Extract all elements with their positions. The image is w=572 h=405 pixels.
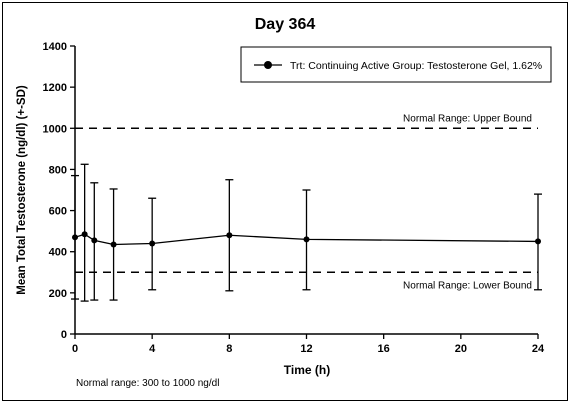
y-tick-label: 600	[49, 206, 67, 218]
axes: 0 200 400 600 800 1000 1200 1400 0 4 8 12 16 20 24	[43, 41, 545, 355]
legend: Trt: Continuing Active Group: Testostero…	[240, 46, 552, 83]
legend-marker	[264, 61, 272, 69]
data-point	[91, 237, 98, 244]
legend-label: Trt: Continuing Active Group: Testostero…	[290, 60, 542, 72]
x-tick-label: 12	[300, 343, 312, 355]
x-tick-label: 0	[72, 343, 78, 355]
x-tick-label: 20	[455, 343, 467, 355]
series-layer	[71, 163, 542, 302]
y-tick-label: 800	[49, 164, 67, 176]
data-point	[226, 232, 233, 239]
footnote: Normal range: 300 to 1000 ng/dl	[76, 378, 219, 389]
y-tick-label: 400	[49, 247, 67, 259]
y-axis-label: Mean Total Testosterone (ng/dl) (+-SD)	[16, 85, 28, 295]
y-tick-label: 200	[49, 288, 67, 300]
reference-line-label: Normal Range: Upper Bound	[403, 113, 532, 124]
reference-line-label: Normal Range: Lower Bound	[403, 280, 532, 291]
data-point	[535, 238, 541, 245]
x-tick-label: 8	[226, 343, 232, 355]
x-axis-label: Time (h)	[284, 363, 330, 377]
data-point	[303, 236, 310, 243]
data-point	[72, 234, 78, 241]
chart-title: Day 364	[255, 16, 316, 33]
legend-box	[240, 46, 552, 83]
x-tick-label: 24	[532, 343, 545, 355]
y-tick-label: 1000	[43, 123, 67, 135]
data-point	[110, 241, 117, 248]
data-point	[149, 240, 156, 247]
x-tick-label: 4	[149, 343, 156, 355]
y-tick-label: 0	[61, 329, 67, 341]
y-tick-label: 1400	[43, 41, 67, 53]
x-tick-label: 16	[378, 343, 390, 355]
y-tick-label: 1200	[43, 82, 67, 94]
chart-frame	[2, 2, 568, 401]
data-point	[81, 231, 88, 238]
